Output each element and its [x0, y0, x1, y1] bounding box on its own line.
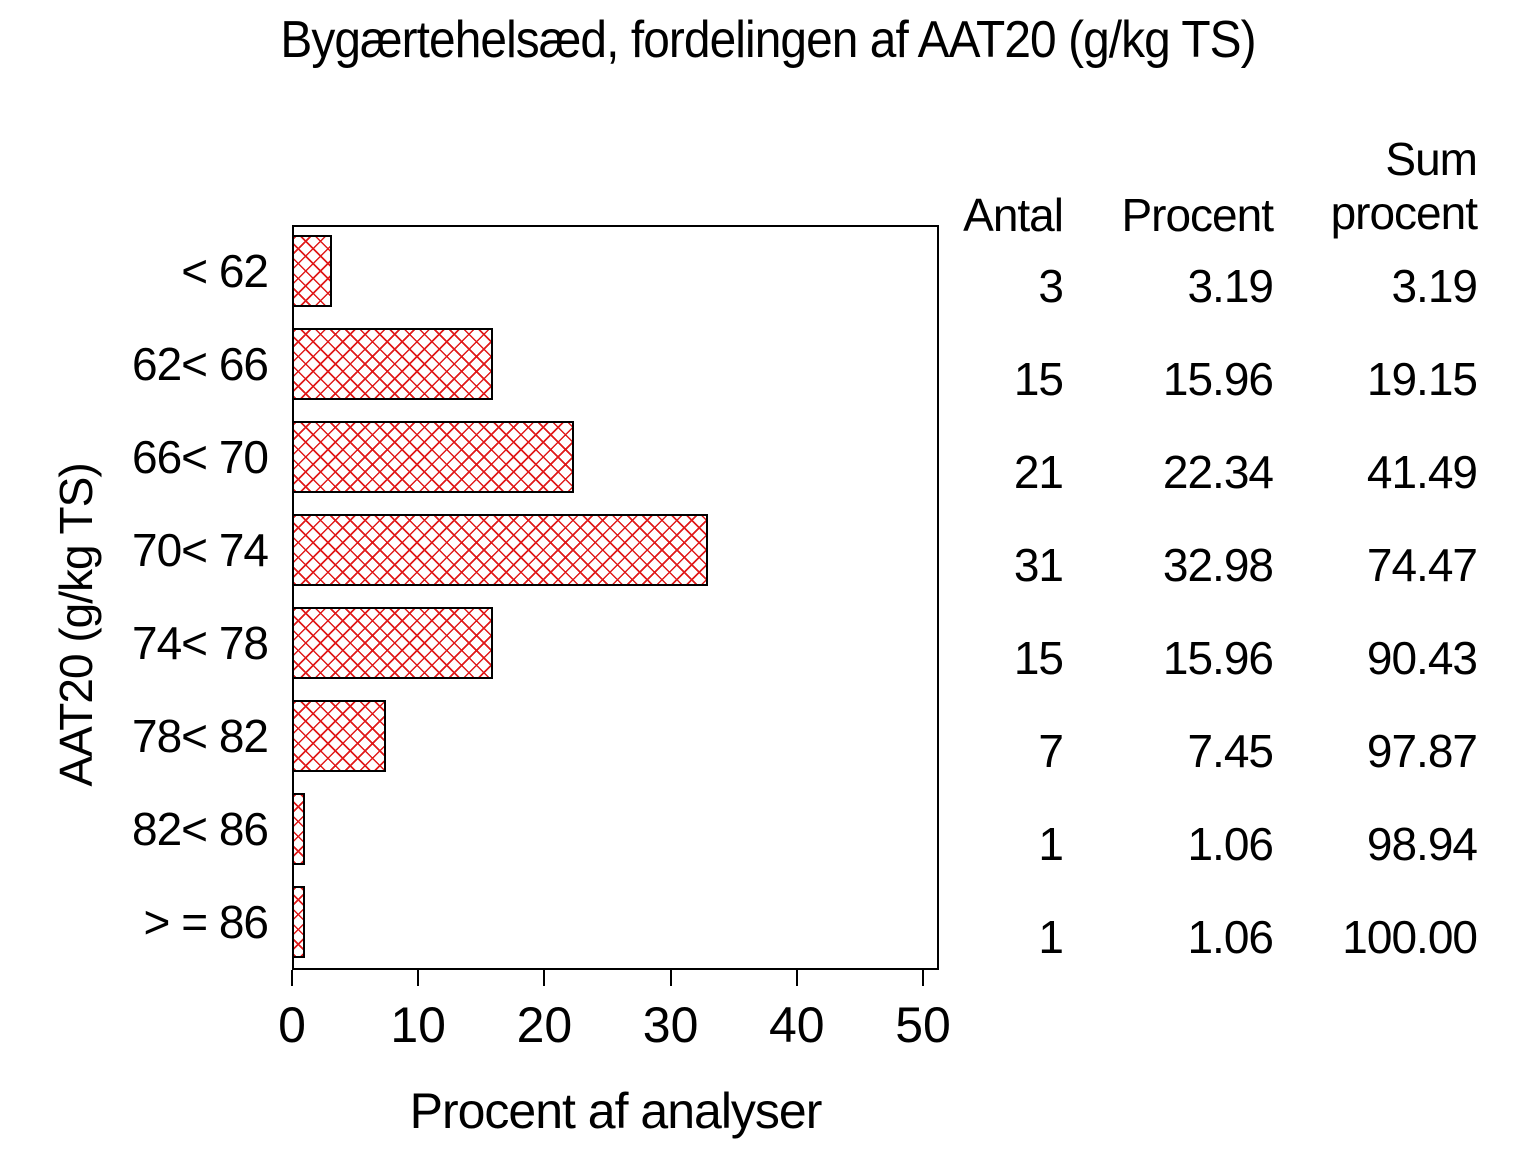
table-header-sum-line1: Sum [1385, 133, 1478, 185]
table-row-4: 15 15.96 90.43 [950, 632, 1478, 685]
table-cell-antal-6: 1 [1038, 818, 1064, 870]
table-cell-antal-3: 31 [1013, 539, 1064, 591]
table-header-sum-procent: Sum procent [1330, 132, 1478, 240]
x-tick-label-50: 50 [895, 997, 951, 1053]
table-cell-sum-2: 41.49 [1366, 446, 1478, 498]
category-label-5: 78< 82 [132, 710, 269, 762]
chart-title: Bygærtehelsæd, fordelingen af AAT20 (g/k… [280, 11, 1256, 69]
table-row-1: 15 15.96 19.15 [950, 353, 1478, 406]
category-label-2: 66< 70 [132, 431, 269, 483]
bar-5 [292, 700, 386, 772]
table-header-procent: Procent [1121, 189, 1274, 241]
table-cell-sum-7: 100.00 [1342, 911, 1478, 963]
category-label-0: < 62 [181, 245, 269, 297]
table-cell-procent-3: 32.98 [1162, 539, 1274, 591]
table-cell-antal-2: 21 [1013, 446, 1064, 498]
table-cell-procent-7: 1.06 [1187, 911, 1274, 963]
bar-3 [292, 514, 708, 586]
table-cell-antal-5: 7 [1038, 725, 1064, 777]
x-tick-mark-40 [795, 970, 798, 986]
table-row-3: 31 32.98 74.47 [950, 539, 1478, 592]
bar-2 [292, 421, 574, 493]
category-label-7: > = 86 [143, 896, 269, 948]
bar-7 [292, 886, 305, 958]
table-row-5: 7 7.45 97.87 [950, 725, 1478, 778]
category-label-4: 74< 78 [132, 617, 269, 669]
table-row-2: 21 22.34 41.49 [950, 446, 1478, 499]
x-tick-label-10: 10 [390, 997, 446, 1053]
category-label-6: 82< 86 [132, 803, 269, 855]
table-cell-procent-6: 1.06 [1187, 818, 1274, 870]
table-cell-sum-4: 90.43 [1366, 632, 1478, 684]
table-cell-antal-4: 15 [1013, 632, 1064, 684]
bars-layer [292, 225, 939, 970]
x-tick-mark-10 [417, 970, 420, 986]
table-cell-antal-1: 15 [1013, 353, 1064, 405]
x-tick-label-20: 20 [516, 997, 573, 1053]
category-label-3: 70< 74 [132, 524, 269, 576]
x-tick-mark-20 [543, 970, 546, 986]
table-header-sum-line2: procent [1330, 187, 1478, 239]
x-tick-mark-50 [922, 970, 924, 986]
x-tick-label-30: 30 [642, 997, 699, 1053]
table-row-6: 1 1.06 98.94 [950, 818, 1478, 871]
plot-frame [292, 225, 939, 970]
table-cell-sum-5: 97.87 [1366, 725, 1478, 777]
table-header-antal: Antal [963, 189, 1064, 241]
table-cell-antal-0: 3 [1038, 260, 1064, 312]
table-cell-procent-2: 22.34 [1162, 446, 1274, 498]
x-tick-mark-30 [669, 970, 672, 986]
table-cell-procent-1: 15.96 [1162, 353, 1274, 405]
table-cell-procent-0: 3.19 [1187, 260, 1274, 312]
x-tick-label-0: 0 [278, 997, 306, 1053]
table-cell-procent-4: 15.96 [1162, 632, 1274, 684]
x-tick-mark-0 [291, 970, 293, 986]
bar-1 [292, 328, 493, 400]
x-tick-label-40: 40 [768, 997, 825, 1053]
category-label-1: 62< 66 [132, 338, 269, 390]
table-cell-sum-6: 98.94 [1366, 818, 1478, 870]
table-row-7: 1 1.06 100.00 [950, 911, 1478, 964]
table-cell-sum-0: 3.19 [1391, 260, 1478, 312]
bar-6 [292, 793, 305, 865]
table-cell-procent-5: 7.45 [1187, 725, 1274, 777]
bar-4 [292, 607, 493, 679]
table-cell-sum-3: 74.47 [1366, 539, 1478, 591]
table-cell-sum-1: 19.15 [1366, 353, 1478, 405]
table-cell-antal-7: 1 [1038, 911, 1064, 963]
y-axis-label: AAT20 (g/kg TS) [50, 463, 102, 787]
table-row-0: 3 3.19 3.19 [950, 260, 1478, 313]
bar-0 [292, 235, 332, 307]
x-axis-label: Procent af analyser [409, 1083, 823, 1139]
